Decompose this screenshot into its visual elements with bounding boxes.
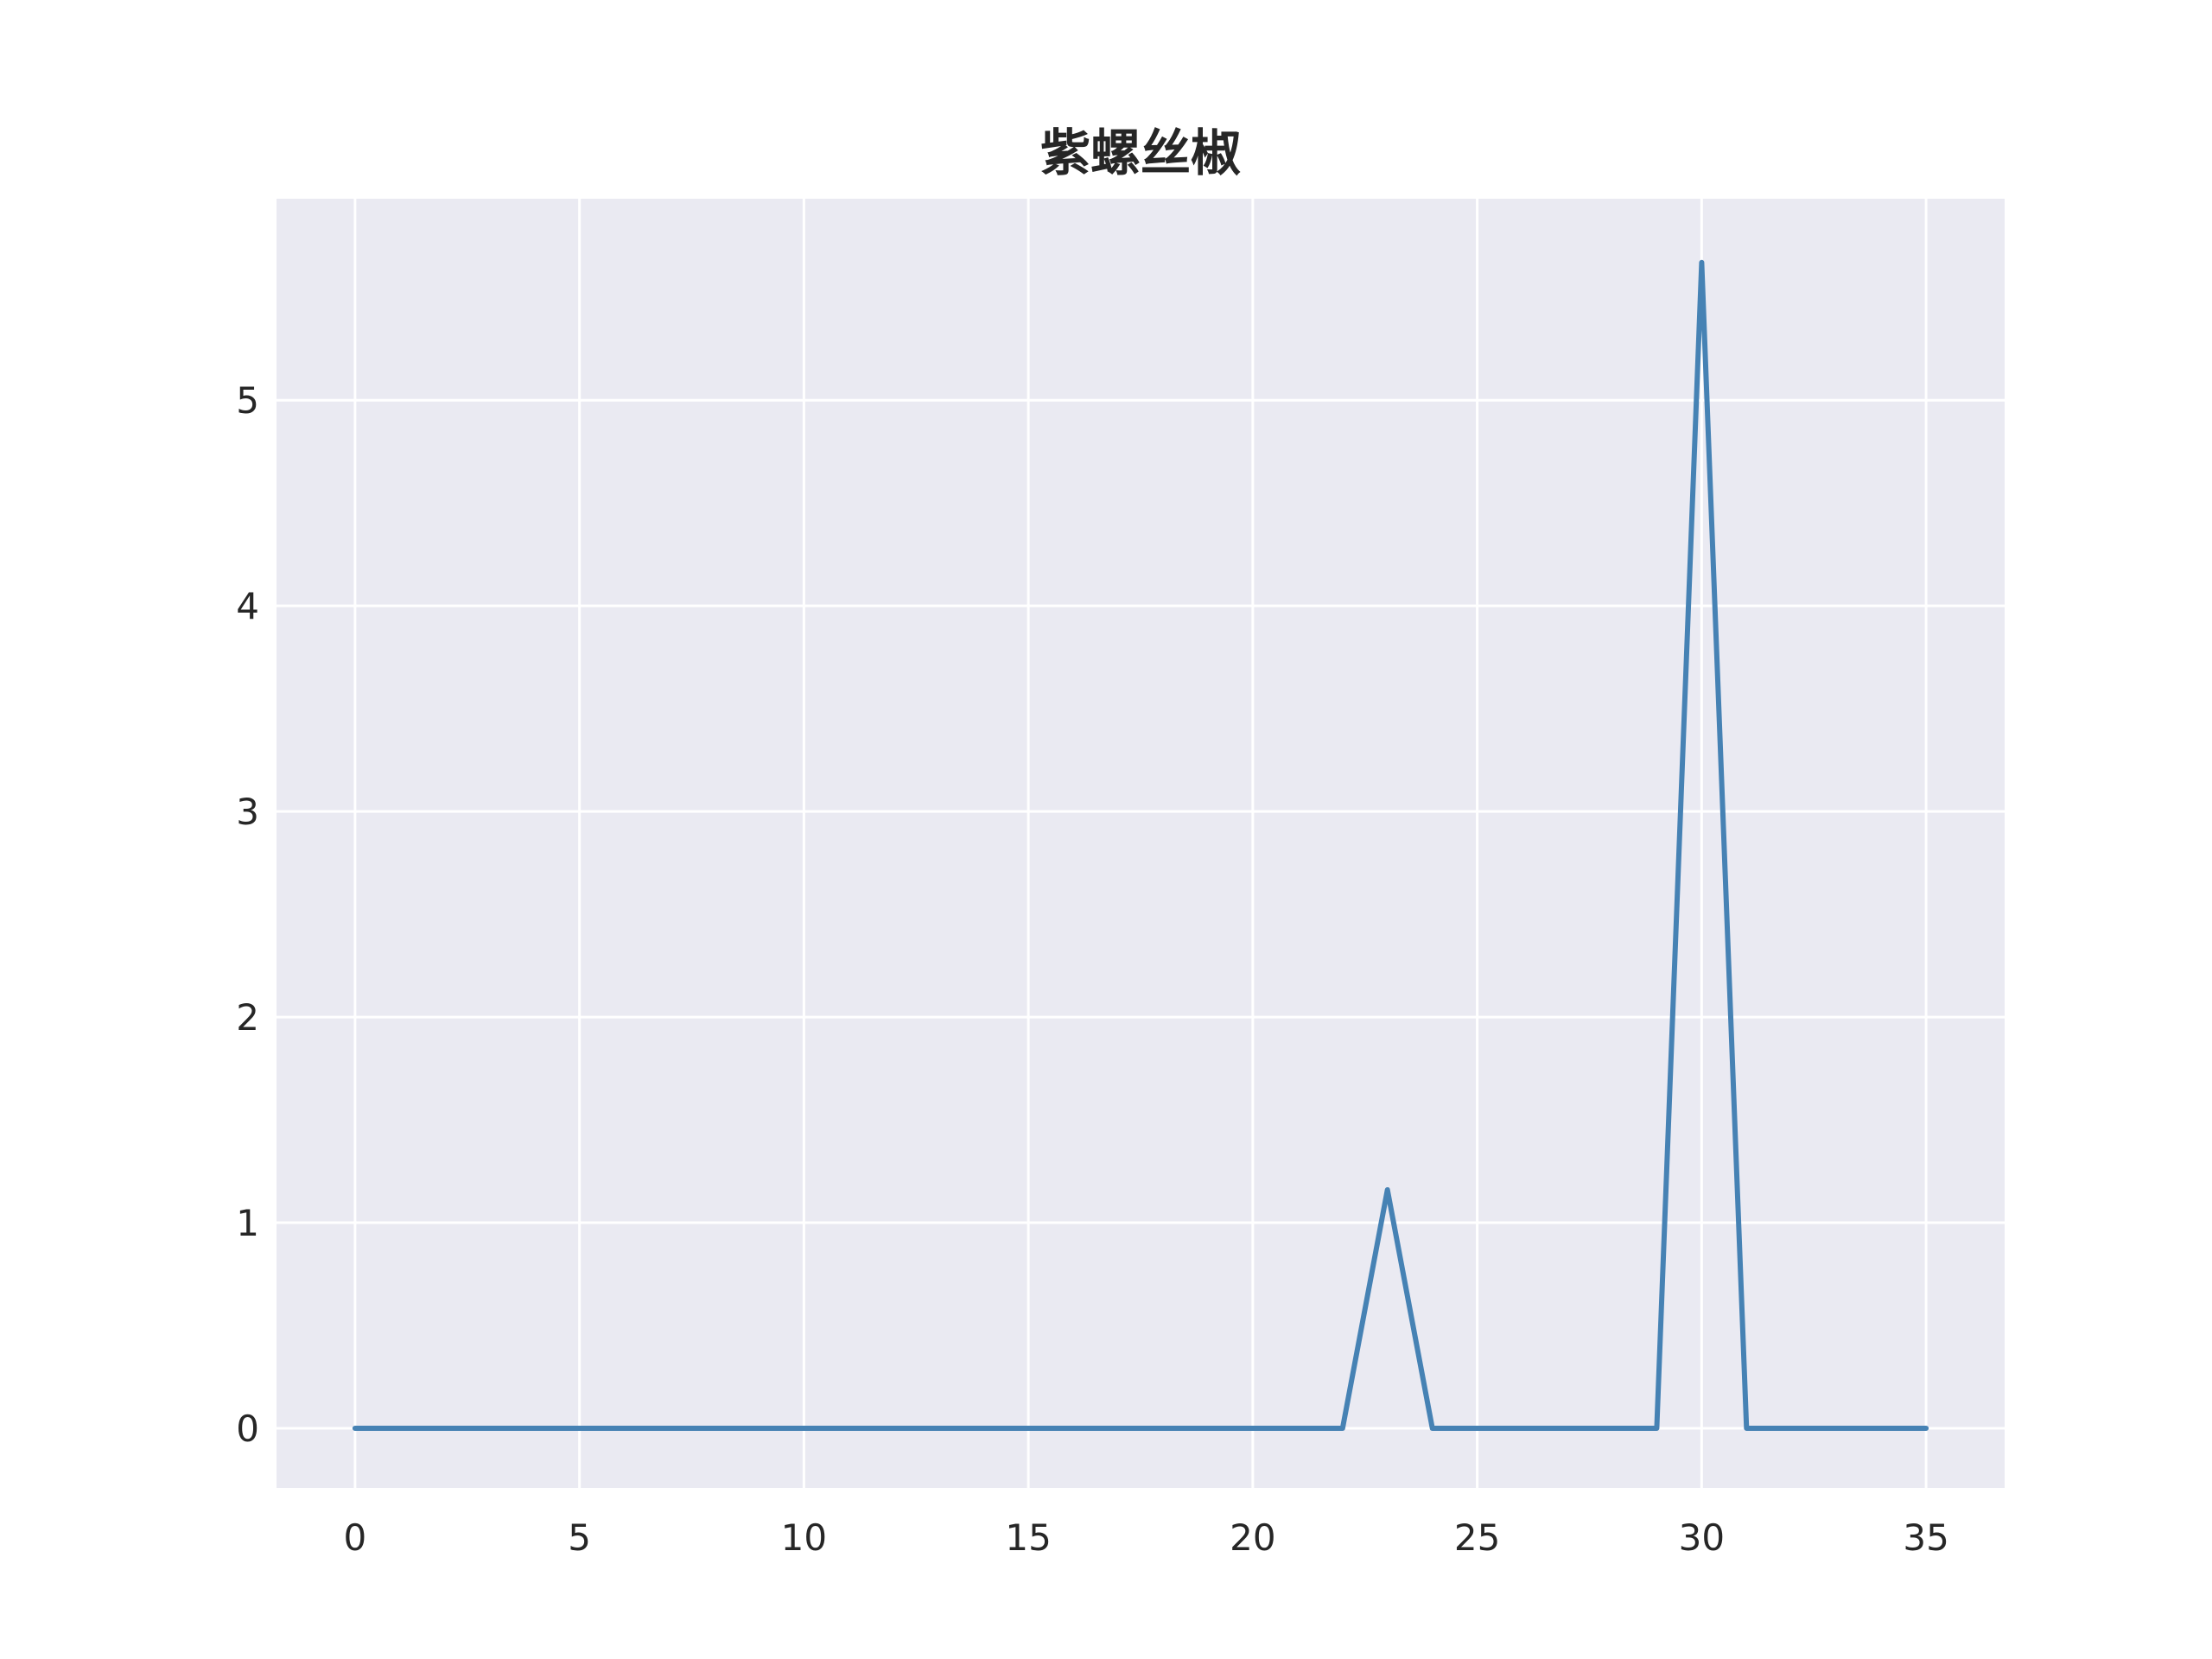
x-tick-label: 5 xyxy=(568,1516,591,1559)
series-group xyxy=(352,259,1929,1431)
x-tick-label: 0 xyxy=(344,1516,367,1559)
x-tick-label: 25 xyxy=(1454,1516,1500,1559)
x-tick-label: 20 xyxy=(1230,1516,1275,1559)
x-tick-label: 30 xyxy=(1679,1516,1725,1559)
x-axis-ticks: 0 5 10 15 20 25 30 35 xyxy=(344,1516,1949,1559)
y-tick-label: 2 xyxy=(236,996,259,1039)
x-tick-label: 35 xyxy=(1903,1516,1948,1559)
y-tick-label: 4 xyxy=(236,585,259,627)
plot-area xyxy=(276,199,2005,1488)
y-tick-label: 0 xyxy=(236,1408,259,1450)
x-tick-label: 10 xyxy=(781,1516,827,1559)
y-axis-ticks: 0 1 2 3 4 5 xyxy=(236,379,259,1450)
y-tick-label: 1 xyxy=(236,1202,259,1244)
series-line xyxy=(352,259,1929,1431)
x-tick-label: 15 xyxy=(1005,1516,1051,1559)
chart-title: 紫螺丝椒 xyxy=(1040,124,1241,182)
y-tick-label: 3 xyxy=(236,791,259,833)
y-tick-label: 5 xyxy=(236,379,259,422)
